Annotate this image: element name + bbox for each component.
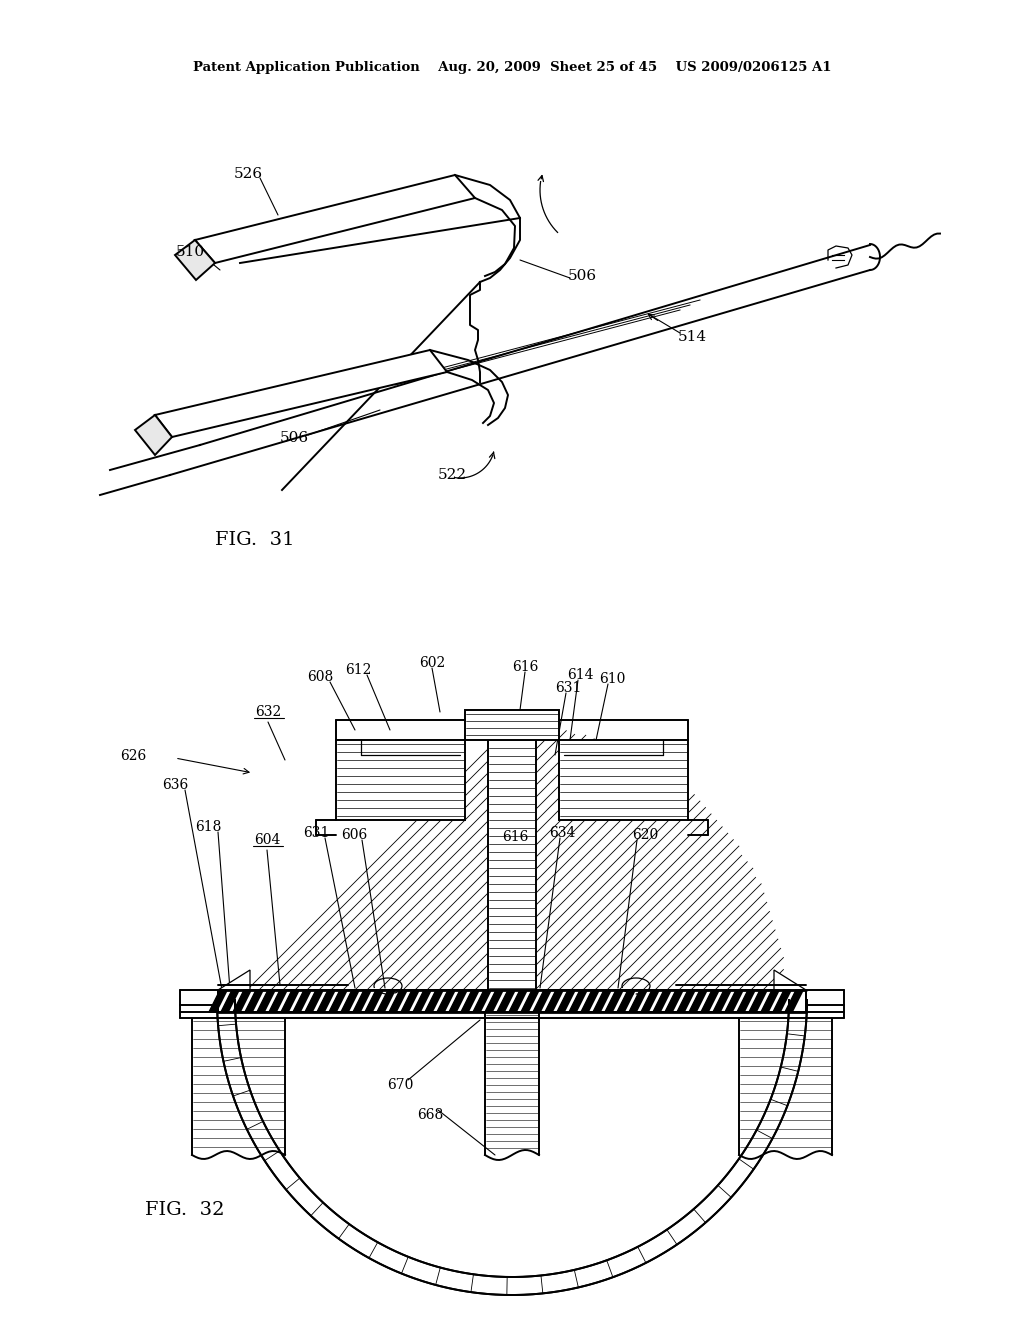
- Polygon shape: [281, 990, 299, 1012]
- Text: FIG.  32: FIG. 32: [145, 1201, 224, 1218]
- Polygon shape: [437, 990, 456, 1012]
- Polygon shape: [209, 990, 227, 1012]
- Text: FIG.  31: FIG. 31: [215, 531, 295, 549]
- Polygon shape: [240, 1001, 784, 1272]
- Polygon shape: [341, 990, 359, 1012]
- Polygon shape: [336, 741, 465, 820]
- Polygon shape: [353, 990, 371, 1012]
- Polygon shape: [641, 990, 659, 1012]
- Polygon shape: [377, 990, 395, 1012]
- Polygon shape: [317, 990, 335, 1012]
- Text: 670: 670: [387, 1078, 414, 1092]
- Polygon shape: [257, 990, 275, 1012]
- Text: Patent Application Publication    Aug. 20, 2009  Sheet 25 of 45    US 2009/02061: Patent Application Publication Aug. 20, …: [193, 62, 831, 74]
- Text: 602: 602: [419, 656, 445, 671]
- Text: 606: 606: [341, 828, 368, 842]
- Polygon shape: [521, 990, 540, 1012]
- Text: 618: 618: [195, 820, 221, 834]
- Polygon shape: [761, 990, 779, 1012]
- Polygon shape: [629, 990, 647, 1012]
- Polygon shape: [737, 990, 756, 1012]
- Text: 506: 506: [567, 269, 597, 282]
- Polygon shape: [509, 990, 527, 1012]
- Polygon shape: [617, 990, 635, 1012]
- Polygon shape: [653, 990, 671, 1012]
- Polygon shape: [305, 990, 324, 1012]
- Polygon shape: [689, 990, 708, 1012]
- Polygon shape: [545, 990, 563, 1012]
- Polygon shape: [677, 990, 695, 1012]
- Polygon shape: [497, 990, 515, 1012]
- Polygon shape: [557, 990, 575, 1012]
- Polygon shape: [473, 990, 492, 1012]
- Text: 616: 616: [502, 830, 528, 843]
- Polygon shape: [155, 350, 447, 437]
- Text: 612: 612: [345, 663, 371, 677]
- Polygon shape: [605, 990, 624, 1012]
- Polygon shape: [581, 990, 599, 1012]
- Polygon shape: [569, 990, 587, 1012]
- Text: 616: 616: [512, 660, 539, 675]
- Polygon shape: [725, 990, 743, 1012]
- Polygon shape: [488, 719, 536, 990]
- Polygon shape: [221, 990, 240, 1012]
- Text: 506: 506: [280, 432, 308, 445]
- Text: 510: 510: [175, 246, 205, 259]
- Polygon shape: [749, 990, 767, 1012]
- Text: 614: 614: [566, 668, 593, 682]
- Text: 634: 634: [549, 826, 575, 840]
- Text: 620: 620: [632, 828, 658, 842]
- Text: 526: 526: [233, 168, 262, 181]
- Polygon shape: [218, 990, 806, 1012]
- Polygon shape: [389, 990, 408, 1012]
- Polygon shape: [425, 990, 443, 1012]
- Text: 668: 668: [417, 1107, 443, 1122]
- Polygon shape: [233, 990, 251, 1012]
- Polygon shape: [593, 990, 611, 1012]
- Text: 608: 608: [307, 671, 333, 684]
- Text: 626: 626: [120, 748, 146, 763]
- Polygon shape: [245, 990, 263, 1012]
- Polygon shape: [217, 1001, 807, 1295]
- Polygon shape: [785, 990, 803, 1012]
- Polygon shape: [195, 176, 475, 263]
- Text: 632: 632: [255, 705, 282, 719]
- Polygon shape: [559, 741, 688, 820]
- Polygon shape: [365, 990, 383, 1012]
- Polygon shape: [701, 990, 719, 1012]
- Text: 636: 636: [162, 777, 188, 792]
- Polygon shape: [461, 990, 479, 1012]
- Polygon shape: [293, 990, 311, 1012]
- Polygon shape: [175, 240, 215, 280]
- Polygon shape: [534, 990, 551, 1012]
- Text: 631: 631: [303, 826, 329, 840]
- Polygon shape: [329, 990, 347, 1012]
- Polygon shape: [773, 990, 792, 1012]
- Polygon shape: [465, 710, 559, 741]
- Text: 610: 610: [599, 672, 626, 686]
- Polygon shape: [485, 990, 503, 1012]
- Polygon shape: [665, 990, 683, 1012]
- Polygon shape: [218, 970, 250, 990]
- Polygon shape: [774, 970, 806, 990]
- Text: 514: 514: [678, 330, 707, 345]
- Text: 631: 631: [555, 681, 582, 696]
- Polygon shape: [713, 990, 731, 1012]
- Polygon shape: [449, 990, 467, 1012]
- Text: 604: 604: [254, 833, 281, 847]
- Polygon shape: [269, 990, 287, 1012]
- Polygon shape: [413, 990, 431, 1012]
- Polygon shape: [135, 414, 172, 455]
- Polygon shape: [401, 990, 419, 1012]
- Text: 522: 522: [437, 469, 467, 482]
